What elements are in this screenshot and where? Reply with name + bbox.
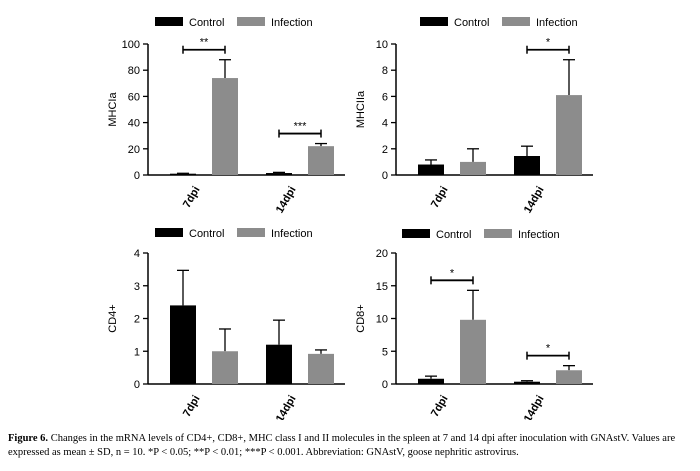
category-label: 14dpi: [274, 185, 299, 216]
bar: [556, 95, 582, 175]
y-axis-label: CD8+: [355, 304, 367, 332]
legend-swatch: [420, 17, 448, 26]
y-tick-label: 2: [134, 314, 140, 326]
bar: [460, 319, 486, 384]
chart-panel-3: 0 1 2 3 4 CD4+ Control Infection 7dpi 14dpi: [107, 228, 345, 420]
legend-swatch: [237, 228, 265, 237]
category-label: 14dpi: [522, 185, 547, 216]
y-tick-label: 6: [382, 91, 388, 103]
y-tick-label: 3: [134, 281, 140, 293]
bar: [514, 156, 540, 175]
bar: [308, 353, 334, 384]
significance-label: *: [546, 37, 551, 49]
bar: [170, 173, 196, 175]
bar: [170, 305, 196, 384]
category-label: 7dpi: [181, 394, 203, 420]
legend-swatch: [155, 17, 183, 26]
caption-label: Figure 6.: [8, 433, 49, 444]
chart-panel-4: 0 5 10 15 20 CD8+ Control Infection * 7dpi * 14dpi: [355, 229, 593, 420]
y-axis-label: CD4+: [107, 304, 119, 332]
legend-swatch: [237, 17, 265, 26]
bar: [418, 378, 444, 384]
legend-swatch: [484, 229, 512, 238]
significance-label: *: [546, 343, 551, 355]
bar: [266, 173, 292, 175]
legend-swatch: [502, 17, 530, 26]
y-tick-label: 5: [382, 346, 388, 358]
y-tick-label: 20: [376, 248, 388, 260]
y-tick-label: 0: [382, 379, 388, 391]
bar: [212, 78, 238, 175]
caption-text: Changes in the mRNA levels of CD4+, CD8+…: [8, 433, 676, 458]
category-label: 14dpi: [522, 394, 547, 421]
chart-panel-2: 0 2 4 6 8 10 MHCIIa Control Infection 7dpi * 14dpi: [355, 17, 593, 215]
significance-label: **: [200, 37, 209, 49]
y-tick-label: 0: [134, 379, 140, 391]
y-tick-label: 4: [134, 248, 140, 260]
legend-label: Control: [189, 17, 224, 29]
y-tick-label: 60: [128, 91, 140, 103]
legend-label: Infection: [271, 17, 313, 29]
legend-label: Control: [189, 228, 224, 240]
category-label: 7dpi: [429, 394, 451, 420]
category-label: 7dpi: [181, 185, 203, 211]
legend-label: Infection: [271, 228, 313, 240]
legend-label: Control: [454, 17, 489, 29]
bar: [266, 344, 292, 384]
y-tick-label: 0: [382, 170, 388, 182]
y-tick-label: 1: [134, 346, 140, 358]
y-tick-label: 100: [122, 39, 140, 51]
y-axis-label: MHCIIa: [355, 90, 367, 128]
y-tick-label: 8: [382, 65, 388, 77]
legend-swatch: [402, 229, 430, 238]
legend-label: Infection: [536, 17, 578, 29]
category-label: 7dpi: [429, 185, 451, 211]
bar: [514, 381, 540, 384]
bar: [212, 351, 238, 384]
y-tick-label: 4: [382, 118, 388, 130]
bar: [556, 370, 582, 384]
category-label: 14dpi: [274, 394, 299, 421]
chart-panel-1: 0 20 40 60 80 100 MHCIa Control Infection ** 7dpi *…: [107, 17, 345, 215]
bar: [418, 164, 444, 175]
bar: [308, 146, 334, 175]
legend-swatch: [155, 228, 183, 237]
legend-label: Infection: [518, 229, 560, 241]
y-tick-label: 10: [376, 314, 388, 326]
y-axis-label: MHCIa: [107, 92, 119, 127]
figure-caption: Figure 6. Changes in the mRNA levels of …: [8, 432, 696, 460]
y-tick-label: 2: [382, 144, 388, 156]
y-tick-label: 0: [134, 170, 140, 182]
y-tick-label: 20: [128, 144, 140, 156]
significance-label: *: [450, 267, 455, 279]
y-tick-label: 15: [376, 281, 388, 293]
bar: [460, 161, 486, 175]
significance-label: ***: [294, 121, 308, 133]
legend-label: Control: [436, 229, 471, 241]
y-tick-label: 80: [128, 65, 140, 77]
y-tick-label: 40: [128, 118, 140, 130]
y-tick-label: 10: [376, 39, 388, 51]
